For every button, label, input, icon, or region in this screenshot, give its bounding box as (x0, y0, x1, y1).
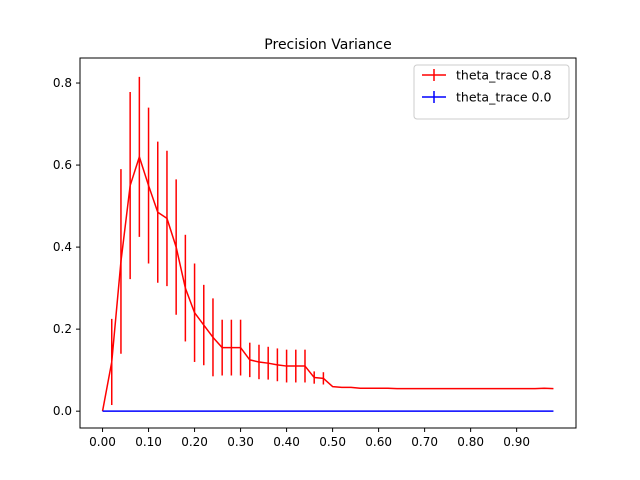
x-tick-label: 0.10 (135, 435, 162, 449)
x-tick-label: 0.50 (319, 435, 346, 449)
y-tick-label: 0.6 (53, 158, 72, 172)
y-tick-label: 0.8 (53, 76, 72, 90)
series-1 (101, 76, 554, 412)
legend-label: theta_trace 0.0 (456, 90, 551, 105)
x-tick-label: 0.70 (411, 435, 438, 449)
x-tick-label: 0.80 (457, 435, 484, 449)
y-tick-label: 0.0 (53, 404, 72, 418)
legend-box (413, 64, 570, 120)
y-axis: 0.0 0.2 0.4 0.6 0.8 (53, 76, 80, 418)
x-tick-label: 0.40 (273, 435, 300, 449)
legend: theta_trace 0.8 theta_trace 0.0 (413, 64, 570, 120)
legend-label: theta_trace 0.8 (456, 68, 551, 83)
x-axis: 0.00 0.10 0.20 0.30 0.40 0.50 0.60 0.70 0.80 0.90 (89, 428, 530, 449)
plot-area (101, 76, 554, 412)
chart-title: Precision Variance (264, 37, 391, 53)
x-tick-label: 0.00 (89, 435, 116, 449)
x-tick-label: 0.60 (365, 435, 392, 449)
x-tick-label: 0.90 (503, 435, 530, 449)
series-line (101, 156, 554, 412)
x-tick-label: 0.30 (227, 435, 254, 449)
y-tick-label: 0.4 (53, 240, 72, 254)
plot-frame (79, 57, 577, 429)
x-tick-label: 0.20 (181, 435, 208, 449)
y-tick-label: 0.2 (53, 322, 72, 336)
